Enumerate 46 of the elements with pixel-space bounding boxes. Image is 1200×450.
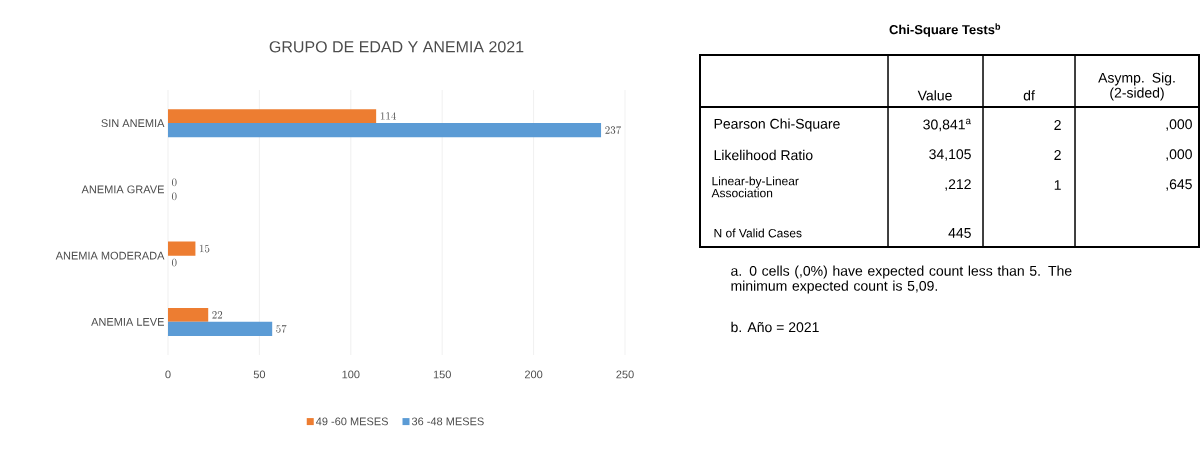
x-tick-label: 250 — [616, 370, 634, 379]
legend-label: 49 -60 MESES — [315, 417, 388, 426]
text: Linear-by-Linear Association — [711, 176, 799, 198]
text: ,645 — [1166, 179, 1192, 191]
text: a. 0 cells (,0%) have expected count less than 5. The minimum expected count is 5,09. — [731, 265, 1072, 294]
text: Likelihood Ratio — [714, 149, 813, 161]
text: b. Año = 2021 — [731, 321, 819, 333]
text: df — [1023, 90, 1035, 101]
y-tick-label: SIN ANEMIA — [101, 119, 165, 128]
text: 1 — [1054, 180, 1061, 190]
text: 2 — [1054, 150, 1061, 160]
data-label: 0 — [171, 178, 177, 187]
text: N of Valid Cases — [714, 228, 802, 238]
text: ,000 — [1166, 149, 1192, 161]
data-label: 22 — [212, 311, 223, 319]
bar — [168, 109, 377, 124]
data-label: 0 — [171, 258, 177, 267]
bar — [168, 241, 196, 256]
y-tick-label: ANEMIA LEVE — [91, 318, 164, 326]
text: Chi-Square Tests$^{b}$ — [889, 23, 1001, 37]
text: ,000 — [1166, 119, 1192, 131]
text: 34,105 — [929, 149, 971, 161]
bar — [168, 321, 273, 336]
y-tick-label: ANEMIA GRAVE — [81, 185, 164, 194]
x-tick-label: 100 — [342, 370, 360, 379]
data-label: 237 — [605, 126, 622, 134]
legend-label: 36 -48 MESES — [411, 417, 484, 426]
x-tick-label: 200 — [524, 370, 543, 379]
text: 30,841$^{a}$ — [923, 118, 971, 132]
text: Asymp. Sig. (2-sided) — [1098, 72, 1175, 101]
x-tick-label: 50 — [253, 370, 266, 379]
data-label: 114 — [380, 112, 397, 120]
y-tick-label: ANEMIA MODERADA — [55, 251, 165, 260]
data-label: 57 — [276, 325, 287, 333]
text: 445 — [948, 228, 971, 238]
data-label: 15 — [199, 244, 210, 253]
text: 2 — [1054, 120, 1061, 130]
x-tick-label: 0 — [165, 370, 171, 379]
text: ,212 — [945, 179, 971, 191]
text: Pearson Chi-Square — [714, 118, 840, 132]
bar — [168, 123, 602, 138]
x-tick-label: 150 — [433, 370, 451, 379]
bar — [168, 307, 209, 322]
data-label: 0 — [171, 192, 177, 201]
chart-title: GRUPO DE EDAD Y ANEMIA 2021 — [269, 41, 524, 53]
text: Value — [917, 90, 952, 101]
